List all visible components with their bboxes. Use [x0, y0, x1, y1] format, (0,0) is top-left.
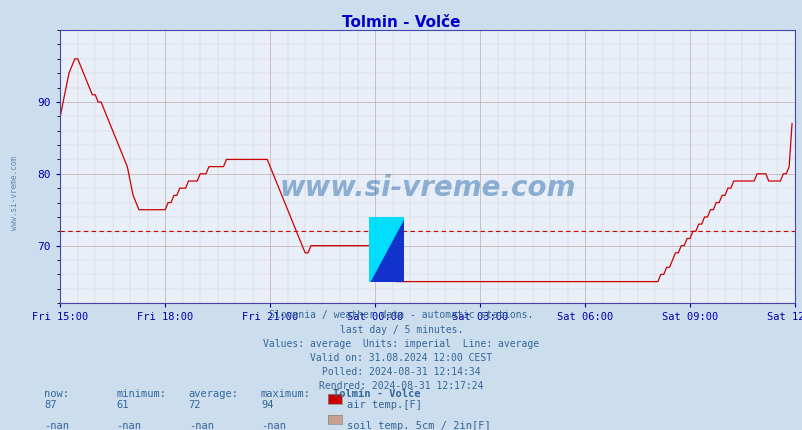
Text: soil temp. 5cm / 2in[F]: soil temp. 5cm / 2in[F]: [346, 421, 490, 430]
Polygon shape: [369, 217, 403, 282]
Text: Slovenia / weather data - automatic stations.: Slovenia / weather data - automatic stat…: [269, 310, 533, 320]
Text: 72: 72: [188, 400, 201, 410]
Text: www.si-vreme.com: www.si-vreme.com: [10, 157, 18, 230]
Text: -nan: -nan: [261, 421, 286, 430]
Text: Tolmin - Volče: Tolmin - Volče: [342, 15, 460, 30]
Text: maximum:: maximum:: [261, 389, 310, 399]
Text: Valid on: 31.08.2024 12:00 CEST: Valid on: 31.08.2024 12:00 CEST: [310, 353, 492, 363]
Text: air temp.[F]: air temp.[F]: [346, 400, 421, 410]
Text: -nan: -nan: [188, 421, 213, 430]
Text: 87: 87: [44, 400, 57, 410]
Text: -nan: -nan: [116, 421, 141, 430]
Text: 94: 94: [261, 400, 273, 410]
Text: Polled: 2024-08-31 12:14:34: Polled: 2024-08-31 12:14:34: [322, 367, 480, 377]
Text: Values: average  Units: imperial  Line: average: Values: average Units: imperial Line: av…: [263, 339, 539, 349]
Text: average:: average:: [188, 389, 238, 399]
Polygon shape: [369, 217, 403, 282]
Text: minimum:: minimum:: [116, 389, 166, 399]
Text: now:: now:: [44, 389, 69, 399]
Text: 61: 61: [116, 400, 129, 410]
Text: Rendred: 2024-08-31 12:17:24: Rendred: 2024-08-31 12:17:24: [319, 381, 483, 391]
Text: last day / 5 minutes.: last day / 5 minutes.: [339, 325, 463, 335]
Text: Tolmin - Volče: Tolmin - Volče: [333, 389, 420, 399]
Text: www.si-vreme.com: www.si-vreme.com: [279, 175, 575, 203]
Text: -nan: -nan: [44, 421, 69, 430]
